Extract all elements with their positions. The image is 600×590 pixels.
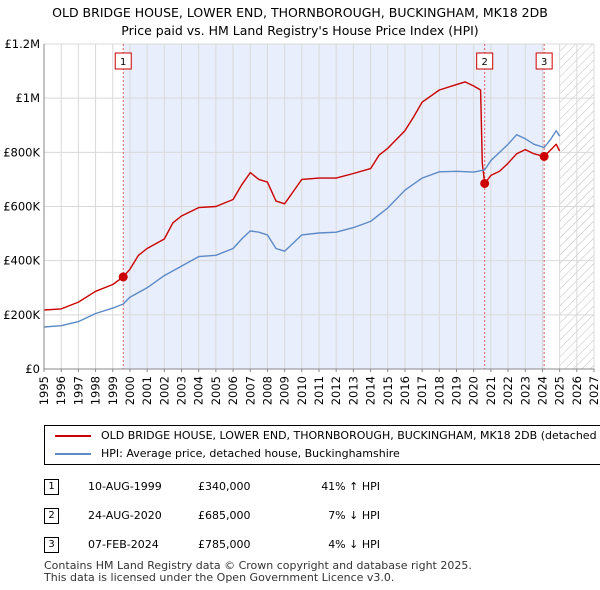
chart-title: OLD BRIDGE HOUSE, LOWER END, THORNBOROUG… (0, 4, 600, 40)
sale-label-box: 1 (114, 52, 132, 70)
legend-swatch-property (55, 435, 91, 437)
sale-point (480, 178, 490, 188)
x-tick-label: 2004 (192, 376, 206, 405)
title-line-1: OLD BRIDGE HOUSE, LOWER END, THORNBOROUG… (52, 5, 548, 20)
y-tick-label: £0 (25, 362, 40, 376)
x-tick-label: 2010 (295, 376, 309, 405)
sale-label-frame (114, 52, 132, 70)
sale-price: £340,000 (198, 480, 251, 493)
x-tick-label: 1998 (89, 376, 103, 405)
legend-label-property: OLD BRIDGE HOUSE, LOWER END, THORNBOROUG… (101, 429, 600, 442)
legend-label-hpi: HPI: Average price, detached house, Buck… (101, 447, 400, 460)
x-tick-label: 2019 (450, 376, 464, 405)
sale-label-box: 2 (476, 52, 494, 70)
sale-date: 24-AUG-2020 (88, 509, 162, 522)
sale-label-number: 1 (120, 57, 126, 68)
sales-row: 1 10-AUG-1999 £340,000 41% ↑ HPI (44, 472, 380, 501)
chart-legend: OLD BRIDGE HOUSE, LOWER END, THORNBOROUG… (44, 425, 600, 465)
sales-table: 1 10-AUG-1999 £340,000 41% ↑ HPI 2 24-AU… (44, 472, 380, 559)
x-tick-label: 2020 (467, 376, 481, 405)
sale-hpi-diff: 7% ↓ HPI (328, 509, 380, 522)
x-tick-label: 2006 (226, 376, 240, 405)
x-tick-label: 2009 (278, 376, 292, 405)
x-tick-label: 2012 (329, 376, 343, 405)
y-tick-label: £600K (3, 200, 40, 214)
legend-swatch-hpi (55, 453, 91, 455)
x-tick-label: 2002 (157, 376, 171, 405)
sales-row: 3 07-FEB-2024 £785,000 4% ↓ HPI (44, 530, 380, 559)
sale-price: £685,000 (198, 509, 251, 522)
sale-price: £785,000 (198, 538, 251, 551)
title-line-2: Price paid vs. HM Land Registry's House … (121, 23, 479, 38)
sale-label-box: 3 (535, 52, 553, 70)
x-tick-label: 2021 (484, 376, 498, 405)
sale-date: 07-FEB-2024 (88, 538, 159, 551)
footer-line-1: Contains HM Land Registry data © Crown c… (44, 559, 472, 572)
y-tick-label: £200K (3, 308, 40, 322)
series-line-hpi (43, 130, 561, 328)
x-tick-label: 2023 (518, 376, 532, 405)
x-tick-label: 2014 (364, 376, 378, 405)
x-tick-label: 2025 (553, 376, 567, 405)
x-tick-label: 2008 (260, 376, 274, 405)
sale-label-number: 2 (482, 57, 488, 68)
x-tick-label: 2018 (432, 376, 446, 405)
x-tick-label: 1999 (106, 376, 120, 405)
footer-line-2: This data is licensed under the Open Gov… (44, 571, 395, 584)
x-tick-label: 2017 (415, 376, 429, 405)
x-tick-label: 1996 (54, 376, 68, 405)
sale-label-frame (476, 52, 494, 70)
sale-hpi-diff: 4% ↓ HPI (328, 538, 380, 551)
x-tick-label: 2003 (175, 376, 189, 405)
sale-point (539, 151, 549, 161)
y-tick-label: £1.2M (4, 37, 40, 51)
sales-row: 2 24-AUG-2020 £685,000 7% ↓ HPI (44, 501, 380, 530)
x-tick-label: 2024 (535, 376, 549, 405)
y-tick-label: £800K (3, 145, 40, 159)
x-tick-label: 2007 (243, 376, 257, 405)
x-tick-label: 1995 (37, 376, 51, 405)
x-tick-label: 2022 (501, 376, 515, 405)
sale-number-badge: 1 (44, 478, 59, 495)
x-tick-label: 1997 (71, 376, 85, 405)
x-tick-label: 2000 (123, 376, 137, 405)
sale-date: 10-AUG-1999 (88, 480, 162, 493)
sale-label-frame (535, 52, 553, 70)
y-tick-label: £1M (15, 91, 40, 105)
sale-number-badge: 2 (44, 507, 59, 524)
x-tick-label: 2013 (346, 376, 360, 405)
sale-hpi-diff: 41% ↑ HPI (321, 480, 380, 493)
x-tick-label: 2011 (312, 376, 326, 405)
x-tick-label: 2005 (209, 376, 223, 405)
x-tick-label: 2001 (140, 376, 154, 405)
x-tick-label: 2026 (570, 376, 584, 405)
x-tick-label: 2027 (587, 376, 600, 405)
series-line-property (43, 81, 561, 311)
y-tick-label: £400K (3, 254, 40, 268)
sale-number-badge: 3 (44, 536, 59, 553)
x-tick-label: 2015 (381, 376, 395, 405)
x-tick-label: 2016 (398, 376, 412, 405)
sale-label-number: 3 (541, 57, 547, 68)
footer-attribution: Contains HM Land Registry data © Crown c… (44, 560, 472, 584)
sale-point (118, 272, 128, 282)
